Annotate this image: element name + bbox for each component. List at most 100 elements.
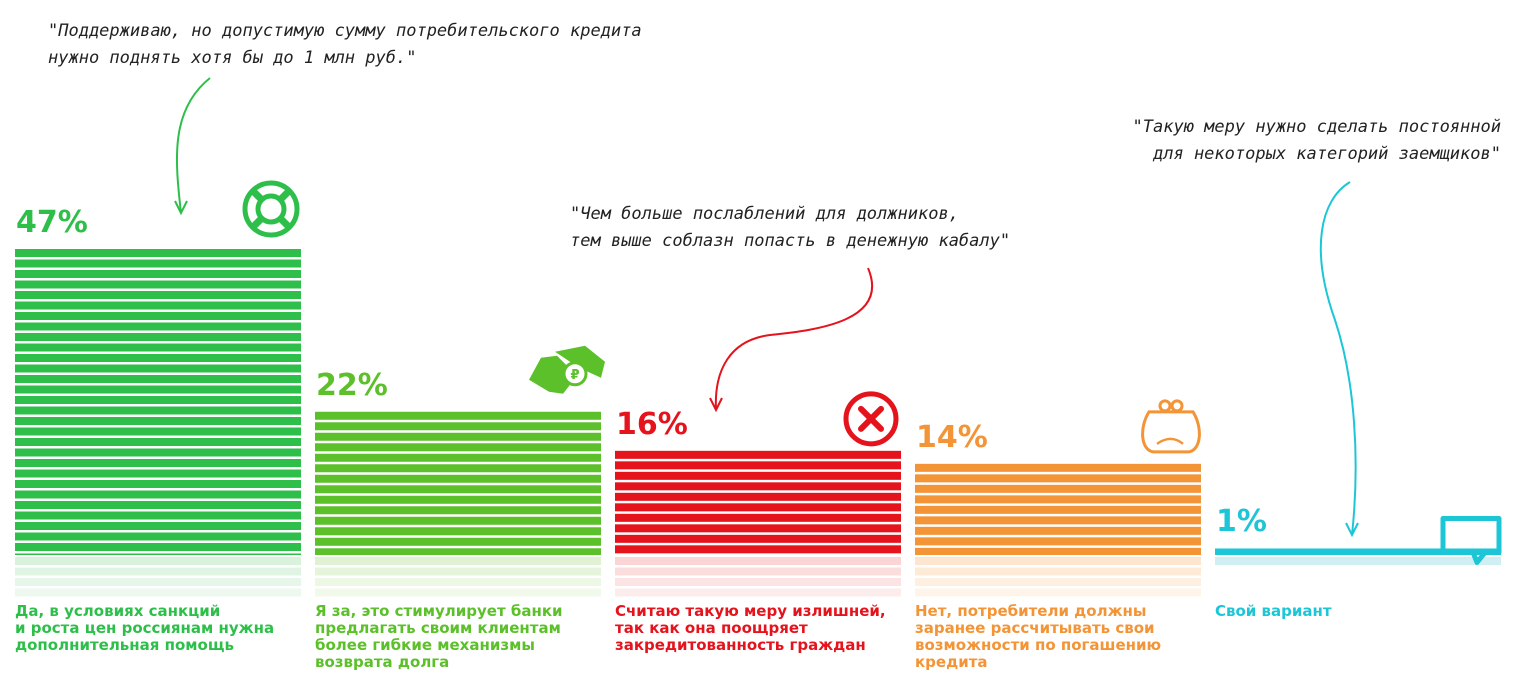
bar-stripe: [15, 375, 301, 383]
bar-stripe: [15, 490, 301, 499]
arrow-quote-1: [174, 77, 211, 216]
bar-stripe: [615, 450, 901, 459]
bar-5: [1215, 548, 1501, 565]
bar-reflection: [915, 557, 1201, 565]
bar-stripe: [615, 461, 901, 470]
arrow-quote-3: [1319, 181, 1359, 538]
quote-make-permanent: "Такую меру нужно сделать постоянной для…: [1132, 117, 1501, 164]
bar-stripe: [915, 537, 1201, 546]
category-label: Я за, это стимулирует банки предлагать св…: [315, 602, 563, 671]
bar-stripe: [15, 469, 301, 478]
bar-stripe: [615, 545, 901, 554]
bar-reflection: [615, 567, 901, 576]
bar-stripe: [15, 249, 301, 257]
bar-reflection: [1215, 557, 1501, 565]
bar-stripe: [15, 427, 301, 436]
bar-stripe: [15, 270, 301, 278]
bar-stripe: [15, 280, 301, 289]
bar-stripe: [15, 312, 301, 320]
bar-4: [915, 463, 1201, 597]
cross-circle-icon: [843, 391, 899, 447]
bar-1: [15, 249, 301, 597]
bar-reflection: [15, 588, 301, 597]
bar-stripe: [15, 501, 301, 509]
bar-stripe: [15, 259, 301, 268]
bar-stripe: [615, 524, 901, 533]
bar-stripe: [15, 553, 301, 555]
bar-reflection: [315, 588, 601, 597]
bar-stripe: [15, 291, 301, 299]
bar-stripe: [915, 474, 1201, 483]
purse-icon: [1141, 399, 1201, 454]
bar-stripe: [315, 443, 601, 452]
bar-reflection: [915, 588, 1201, 597]
bar-stripe: [315, 516, 601, 525]
bar-stripe: [315, 548, 601, 555]
bar-2: [315, 411, 601, 597]
value-label: 22%: [316, 367, 388, 403]
bar-stripe: [915, 526, 1201, 535]
quote-more-relief-more-temptation: "Чем больше послаблений для должников, т…: [570, 204, 1011, 251]
bar-reflection: [915, 567, 1201, 576]
bar-stripe: [15, 364, 301, 373]
category-label: Свой вариант: [1215, 602, 1332, 620]
category-label: Считаю такую меру излишней, так как она п…: [615, 602, 886, 654]
bar-reflection: [15, 578, 301, 586]
bar-stripe: [615, 513, 901, 522]
bar-stripe: [15, 322, 301, 331]
bar-stripe: [615, 492, 901, 501]
bar-stripe: [15, 333, 301, 341]
quote-support-bigger-loan: "Поддерживаю, но допустимую сумму потреб…: [48, 21, 642, 68]
bar-stripe: [15, 301, 301, 310]
bar-reflection: [615, 557, 901, 565]
bar-reflection: [15, 557, 301, 565]
handshake-money-icon: ₽: [529, 345, 605, 394]
bar-stripe: [315, 422, 601, 431]
bar-stripe: [15, 385, 301, 394]
value-label: 14%: [916, 419, 988, 455]
bar-reflection: [315, 557, 601, 565]
bar-stripe: [615, 482, 901, 491]
bar-stripe: [315, 453, 601, 462]
value-label: 16%: [616, 406, 688, 442]
bar-reflection: [615, 578, 901, 586]
bar-stripe: [915, 516, 1201, 525]
bar-stripe: [15, 438, 301, 446]
lifebuoy-icon: [242, 180, 300, 238]
bar-stripe: [315, 485, 601, 494]
bar-stripe: [15, 459, 301, 467]
bar-stripe: [15, 417, 301, 425]
bar-stripe: [315, 411, 601, 420]
bar-stripe: [615, 503, 901, 512]
svg-text:₽: ₽: [570, 368, 579, 383]
bar-reflection: [615, 588, 901, 597]
category-label: Нет, потребители должны заранее рассчитыв…: [915, 602, 1162, 671]
bar-stripe: [315, 537, 601, 546]
bar-stripe: [915, 484, 1201, 493]
bar-stripe: [15, 343, 301, 352]
bar-3: [615, 450, 901, 597]
bar-reflection: [315, 578, 601, 586]
bar-stripe: [15, 406, 301, 415]
value-label: 47%: [16, 205, 88, 240]
bar-stripe: [315, 506, 601, 515]
bar-stripe: [315, 464, 601, 473]
bar-reflection: [315, 567, 601, 576]
bar-reflection: [915, 578, 1201, 586]
bar-stripe: [15, 522, 301, 530]
bar-stripe: [915, 463, 1201, 472]
bar-stripe: [615, 471, 901, 480]
category-label: Да, в условиях санкций и роста цен россия…: [15, 602, 275, 654]
speech-bubble-icon: [1440, 515, 1502, 565]
bar-stripe: [315, 474, 601, 483]
arrow-quote-2: [709, 267, 874, 413]
bar-stripe: [15, 543, 301, 551]
bar-stripe: [915, 495, 1201, 504]
bar-stripe: [915, 505, 1201, 514]
bar-stripe: [15, 532, 301, 541]
bar-stripe: [615, 534, 901, 543]
bar-stripe: [315, 495, 601, 504]
bar-stripe: [15, 396, 301, 404]
bar-stripe: [15, 511, 301, 520]
